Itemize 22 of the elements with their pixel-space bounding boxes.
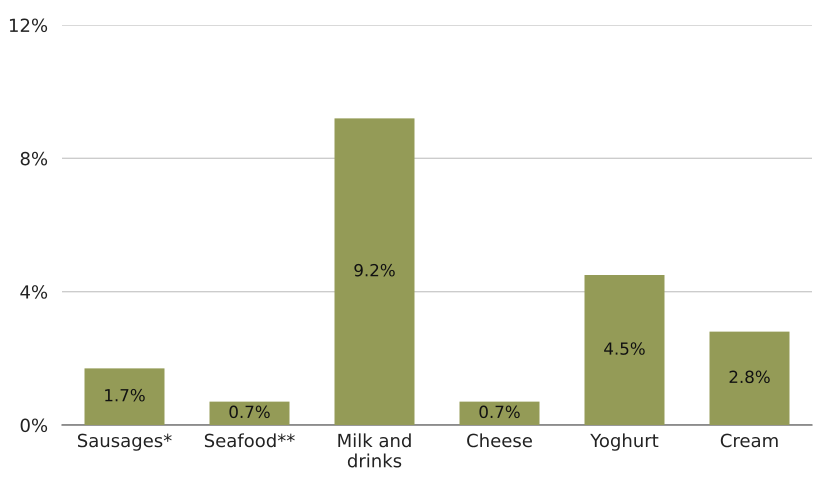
- bar: [84, 368, 164, 425]
- data-label: 0.7%: [229, 406, 270, 418]
- x-tick-label: Cream: [720, 434, 778, 448]
- x-tick-label: Sausages*: [78, 434, 172, 451]
- data-label: 1.7%: [105, 388, 145, 402]
- data-label: 4.5%: [604, 342, 645, 355]
- y-tick-label: 8%: [20, 152, 48, 166]
- data-label: 0.7%: [479, 406, 520, 418]
- x-tick-label: Milk and drinks: [338, 433, 411, 468]
- bar: [460, 402, 540, 425]
- x-tick-label: Cheese: [467, 433, 532, 448]
- x-tick-label: Seafood**: [204, 433, 295, 448]
- x-tick-label: Yoghurt: [590, 433, 658, 451]
- bar: [334, 118, 414, 425]
- data-label: 9.2%: [354, 264, 395, 277]
- data-label: 2.8%: [730, 370, 770, 384]
- bar: [210, 402, 290, 425]
- y-tick-label: 12%: [10, 18, 48, 32]
- y-tick-label: 0%: [20, 418, 48, 432]
- y-tick-label: 4%: [20, 285, 48, 299]
- bar: [584, 275, 664, 425]
- bar: [710, 332, 790, 425]
